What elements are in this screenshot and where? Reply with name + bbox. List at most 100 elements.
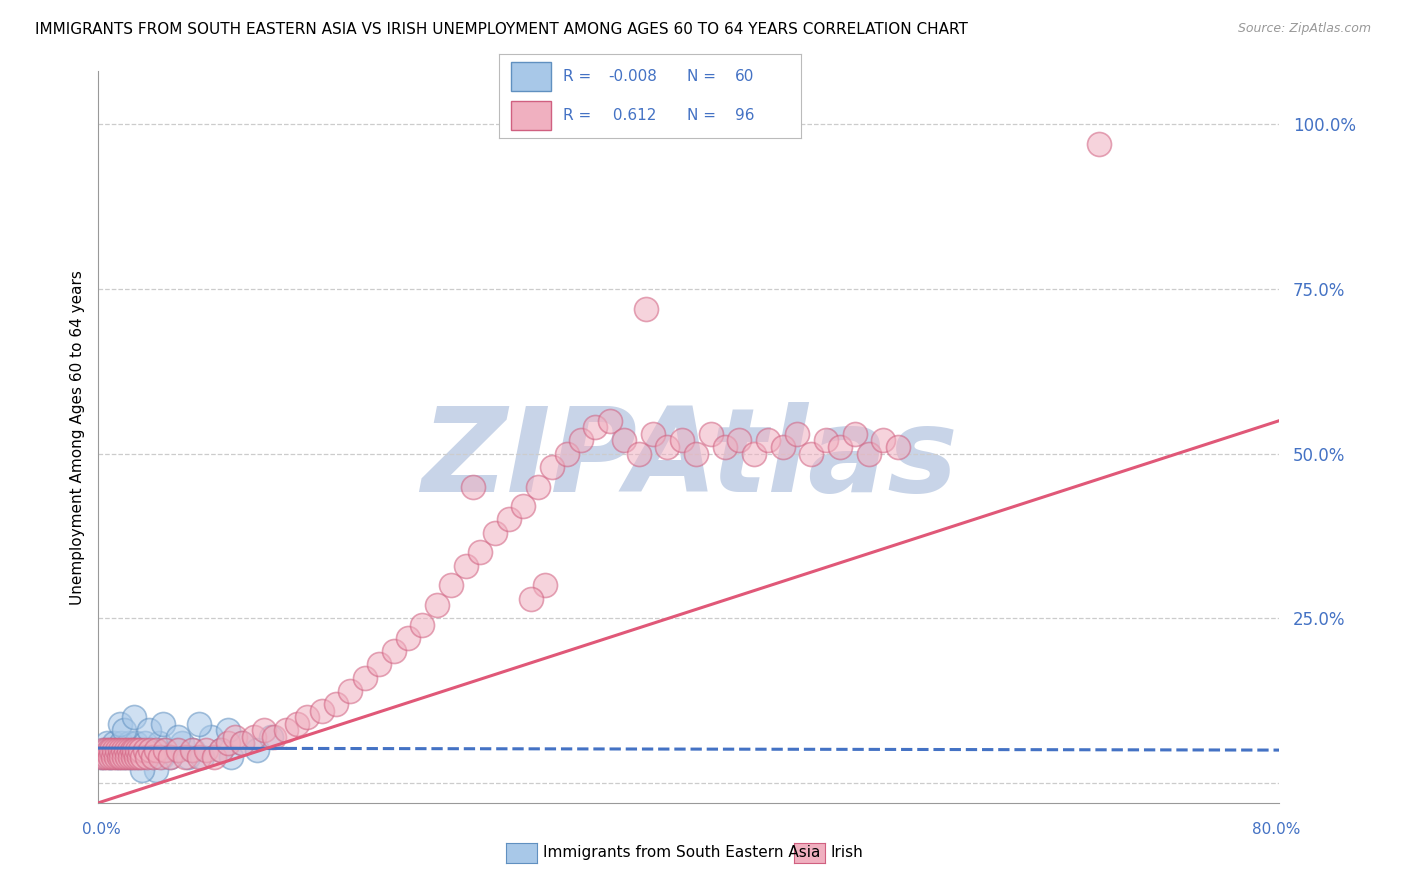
Point (120, 749, 142, 764)
Point (396, 631, 419, 645)
Point (100, 749, 122, 764)
Point (114, 743, 136, 757)
Point (246, 743, 269, 757)
Point (122, 749, 145, 764)
Point (148, 737, 170, 751)
Point (129, 749, 152, 764)
Point (103, 737, 125, 751)
Point (152, 716, 174, 731)
Point (830, 440, 852, 454)
Point (177, 749, 200, 764)
Point (311, 704, 333, 718)
Point (134, 743, 156, 757)
Point (112, 749, 135, 764)
Point (136, 749, 159, 764)
Point (191, 749, 214, 764)
Point (101, 749, 124, 764)
Point (96, 737, 118, 751)
Point (136, 749, 159, 764)
Point (115, 749, 138, 764)
Point (217, 723, 239, 738)
Point (166, 730, 188, 744)
Text: -0.008: -0.008 (607, 69, 657, 84)
Point (94, 743, 117, 757)
Point (159, 749, 181, 764)
Point (461, 479, 484, 493)
Point (209, 743, 232, 757)
Point (118, 743, 141, 757)
Point (243, 730, 266, 744)
Point (519, 591, 541, 606)
Point (100, 743, 122, 757)
Point (142, 749, 165, 764)
Point (526, 479, 548, 493)
Point (181, 743, 204, 757)
Point (671, 434, 693, 448)
Point (139, 743, 162, 757)
Point (200, 730, 222, 744)
Point (714, 440, 737, 454)
Point (105, 743, 128, 757)
Text: 96: 96 (735, 108, 755, 123)
Point (112, 743, 135, 757)
Point (297, 710, 319, 724)
Point (105, 743, 128, 757)
Point (98, 749, 121, 764)
Point (887, 440, 910, 454)
Text: Immigrants from South Eastern Asia: Immigrants from South Eastern Asia (543, 846, 820, 860)
Point (498, 512, 520, 526)
Point (188, 716, 211, 731)
Point (368, 657, 391, 672)
Point (354, 671, 377, 685)
Text: Source: ZipAtlas.com: Source: ZipAtlas.com (1237, 22, 1371, 36)
Point (173, 749, 195, 764)
Point (814, 434, 837, 448)
Point (98, 743, 121, 757)
Text: 60: 60 (735, 69, 754, 84)
Point (131, 763, 153, 777)
Point (112, 723, 135, 738)
Point (91, 743, 114, 757)
Point (728, 434, 751, 448)
Point (285, 716, 308, 731)
Point (145, 743, 167, 757)
Point (440, 578, 463, 592)
Point (120, 749, 142, 764)
Point (534, 578, 557, 592)
Point (107, 749, 129, 764)
FancyBboxPatch shape (512, 62, 551, 91)
Point (101, 743, 124, 757)
Point (108, 716, 131, 731)
Point (128, 749, 150, 764)
Point (188, 749, 211, 764)
Text: IMMIGRANTS FROM SOUTH EASTERN ASIA VS IRISH UNEMPLOYMENT AMONG AGES 60 TO 64 YEA: IMMIGRANTS FROM SOUTH EASTERN ASIA VS IR… (35, 22, 967, 37)
Text: R =: R = (562, 108, 596, 123)
Point (426, 598, 449, 612)
Point (125, 749, 148, 764)
Point (183, 743, 205, 757)
Point (90, 749, 112, 764)
Text: Irish: Irish (831, 846, 863, 860)
Point (224, 730, 246, 744)
Point (145, 743, 167, 757)
Point (110, 737, 132, 751)
Point (512, 500, 534, 514)
Point (170, 737, 193, 751)
Text: 80.0%: 80.0% (1253, 822, 1301, 837)
Point (150, 749, 173, 764)
Point (103, 743, 125, 757)
Point (634, 301, 657, 316)
Point (772, 440, 794, 454)
Point (131, 743, 153, 757)
Point (166, 743, 188, 757)
Point (104, 749, 127, 764)
Point (641, 426, 664, 441)
Point (484, 525, 506, 540)
Point (128, 743, 150, 757)
Point (110, 749, 132, 764)
Point (131, 749, 153, 764)
Point (108, 743, 131, 757)
Point (114, 749, 136, 764)
Point (165, 743, 187, 757)
Text: N =: N = (686, 69, 720, 84)
